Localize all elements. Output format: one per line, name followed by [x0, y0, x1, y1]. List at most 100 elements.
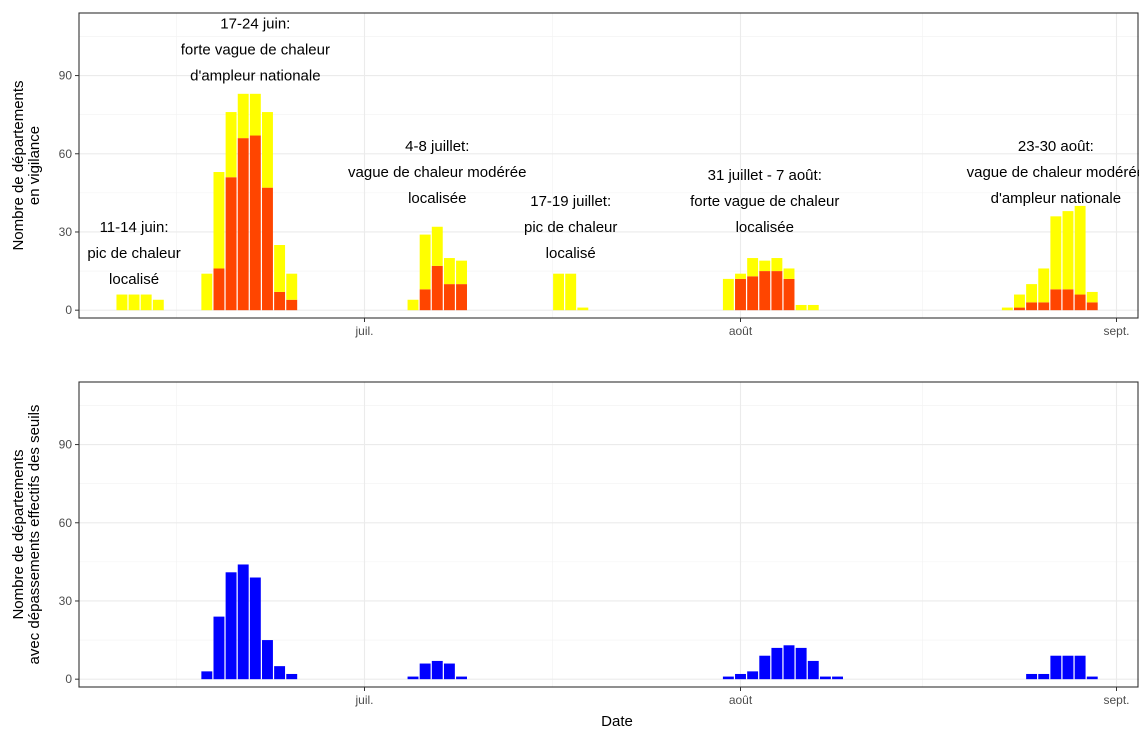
- annotation-line: 17-24 juin:: [220, 16, 290, 33]
- bar-blue-08-25: [1026, 673, 1038, 680]
- y-axis-label: Nombre de départementsavec dépassements …: [10, 405, 43, 665]
- bar-blue-08-01: [735, 673, 746, 680]
- y-axis-label-line: avec dépassements effectifs des seuils: [26, 405, 43, 665]
- bar-blue-08-27: [1050, 655, 1062, 680]
- annotation-line: localisé: [109, 271, 159, 288]
- bar-orange-06-23: [262, 187, 273, 311]
- bar-orange-08-27: [1050, 289, 1062, 311]
- annotation-line: localisé: [546, 245, 596, 262]
- bar-orange-08-29: [1074, 294, 1086, 311]
- bar-yellow-08-30: [1086, 291, 1098, 303]
- bar-orange-08-01: [735, 278, 746, 311]
- bar-yellow-06-20: [225, 112, 237, 178]
- y-axis-label-line: Nombre de départements: [10, 449, 27, 619]
- bar-orange-07-08: [443, 284, 455, 311]
- bar-blue-08-28: [1062, 655, 1074, 680]
- annotation-line: localisée: [408, 190, 466, 207]
- bar-yellow-08-07: [807, 304, 819, 311]
- bar-yellow-06-13: [140, 294, 152, 311]
- bar-orange-07-07: [431, 265, 443, 311]
- bar-yellow-08-04: [771, 258, 783, 272]
- bar-blue-06-18: [201, 671, 213, 680]
- y-tick-label: 90: [59, 438, 73, 452]
- bar-blue-08-07: [807, 660, 819, 680]
- bar-yellow-06-24: [274, 245, 286, 292]
- bar-orange-08-30: [1086, 302, 1098, 311]
- annotation-line: 23-30 août:: [1018, 138, 1094, 155]
- bar-orange-08-25: [1026, 302, 1038, 311]
- bar-orange-06-22: [249, 135, 261, 311]
- bar-orange-08-26: [1038, 302, 1050, 311]
- bar-yellow-07-18: [565, 273, 577, 311]
- bar-orange-08-28: [1062, 289, 1074, 311]
- y-tick-label: 30: [59, 225, 73, 239]
- bar-yellow-08-25: [1026, 284, 1038, 303]
- bar-orange-08-05: [783, 278, 795, 311]
- bar-blue-08-05: [783, 645, 795, 680]
- bar-orange-08-03: [759, 271, 771, 311]
- x-tick-label: sept.: [1103, 693, 1129, 707]
- annotation-line: forte vague de chaleur: [181, 42, 330, 59]
- y-tick-label: 0: [65, 672, 72, 686]
- y-axis-label: Nombre de départementsen vigilance: [10, 80, 43, 250]
- bar-yellow-07-05: [407, 299, 419, 311]
- annotation-line: 11-14 juin:: [100, 219, 169, 236]
- y-axis-label-line: en vigilance: [26, 126, 43, 205]
- x-tick-label: août: [729, 324, 753, 338]
- annotation-line: forte vague de chaleur: [690, 193, 839, 210]
- bar-blue-06-24: [274, 666, 286, 680]
- bar-yellow-08-02: [747, 258, 759, 277]
- bar-yellow-07-08: [443, 258, 455, 285]
- bar-orange-08-24: [1014, 307, 1025, 311]
- bar-blue-07-05: [407, 676, 419, 680]
- annotation-line: localisée: [736, 219, 794, 236]
- bar-blue-06-25: [286, 673, 298, 680]
- bar-blue-08-04: [771, 647, 783, 680]
- bar-blue-07-06: [419, 663, 431, 680]
- bar-blue-07-09: [456, 676, 467, 680]
- panel-1: 0 30 60 90 juil. août sept. Nombre de départeme…: [10, 12, 1139, 338]
- y-tick-label: 0: [65, 303, 72, 317]
- bar-blue-08-06: [795, 647, 807, 680]
- bar-yellow-06-25: [286, 273, 298, 300]
- bar-blue-06-21: [237, 564, 249, 680]
- bar-blue-06-19: [213, 616, 225, 680]
- annotation: 31 juillet - 7 août: forte vague de chale…: [690, 167, 839, 236]
- y-tick-label: 60: [59, 516, 73, 530]
- bar-blue-08-02: [747, 671, 759, 680]
- bar-yellow-06-18: [201, 273, 213, 311]
- bar-orange-06-21: [237, 138, 249, 311]
- bar-yellow-07-17: [553, 273, 565, 311]
- bar-yellow-08-05: [783, 268, 795, 279]
- y-axis-label-line: Nombre de départements: [10, 80, 27, 250]
- bar-yellow-06-21: [237, 93, 249, 139]
- bar-yellow-08-28: [1062, 211, 1074, 290]
- bar-blue-08-09: [832, 676, 843, 680]
- annotation: 17-24 juin: forte vague de chaleur d'ample…: [181, 16, 330, 85]
- annotation-line: pic de chaleur: [87, 245, 180, 262]
- x-tick-label: sept.: [1103, 324, 1129, 338]
- bar-yellow-08-27: [1050, 216, 1062, 290]
- bar-yellow-07-09: [456, 260, 467, 285]
- bar-blue-07-07: [431, 660, 443, 680]
- bar-orange-06-24: [274, 291, 286, 311]
- bar-yellow-08-01: [735, 273, 746, 279]
- annotation-line: vague de chaleur modérée: [348, 164, 526, 181]
- bar-orange-07-06: [419, 289, 431, 311]
- bar-orange-08-04: [771, 271, 783, 311]
- panel-2: 0 30 60 90 juil. août sept. Nombre de départeme…: [10, 381, 1139, 730]
- bar-blue-07-31: [722, 676, 734, 680]
- bar-blue-06-20: [225, 572, 237, 680]
- annotation-line: 31 juillet - 7 août:: [708, 167, 822, 184]
- bar-blue-06-23: [262, 640, 273, 680]
- y-tick-label: 30: [59, 594, 73, 608]
- bar-yellow-08-29: [1074, 205, 1086, 295]
- bar-yellow-07-06: [419, 234, 431, 290]
- bar-orange-07-09: [456, 284, 467, 311]
- panel-border: [78, 381, 1139, 688]
- bar-blue-06-22: [249, 577, 261, 680]
- bar-orange-06-19: [213, 268, 225, 311]
- panel-border: [78, 12, 1139, 319]
